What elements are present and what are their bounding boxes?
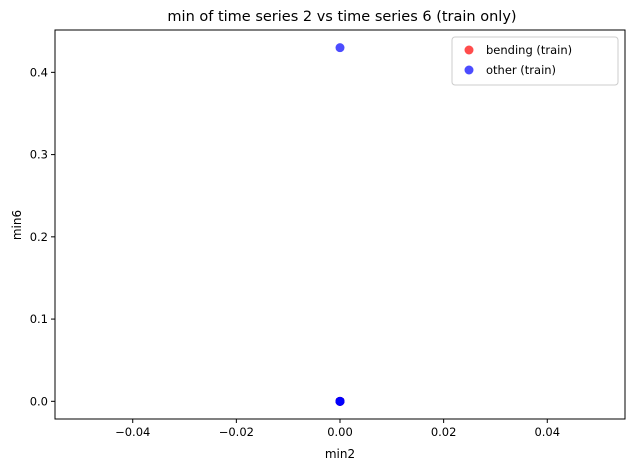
plot-area [335,43,345,406]
x-tick-label: 0.00 [327,425,353,439]
plot-frame [54,29,626,420]
legend-marker [464,45,474,55]
legend: bending (train) other (train) [451,36,619,86]
y-tick-label: 0.2 [30,230,48,244]
y-tick-label: 0.1 [30,312,48,326]
y-tick-label: 0.0 [30,394,48,408]
x-tick-label: −0.04 [115,425,150,439]
x-axis-label: min2 [325,447,355,461]
data-point-series-1 [335,43,345,53]
legend-marker [464,65,474,75]
y-tick-label: 0.3 [30,148,48,162]
legend-box [451,36,619,86]
x-tick-label: 0.02 [431,425,457,439]
data-point-series-1 [335,396,345,406]
x-tick-label: −0.02 [219,425,254,439]
legend-label: other (train) [486,63,556,77]
y-axis-label: min6 [10,210,24,240]
chart-title: min of time series 2 vs time series 6 (t… [167,9,516,25]
y-tick-label: 0.4 [30,65,48,79]
axes: −0.04 −0.02 0.00 0.02 0.04 0.0 0.1 0.2 0.3 0.4 [30,65,560,439]
legend-label: bending (train) [486,43,572,57]
x-tick-label: 0.04 [534,425,560,439]
